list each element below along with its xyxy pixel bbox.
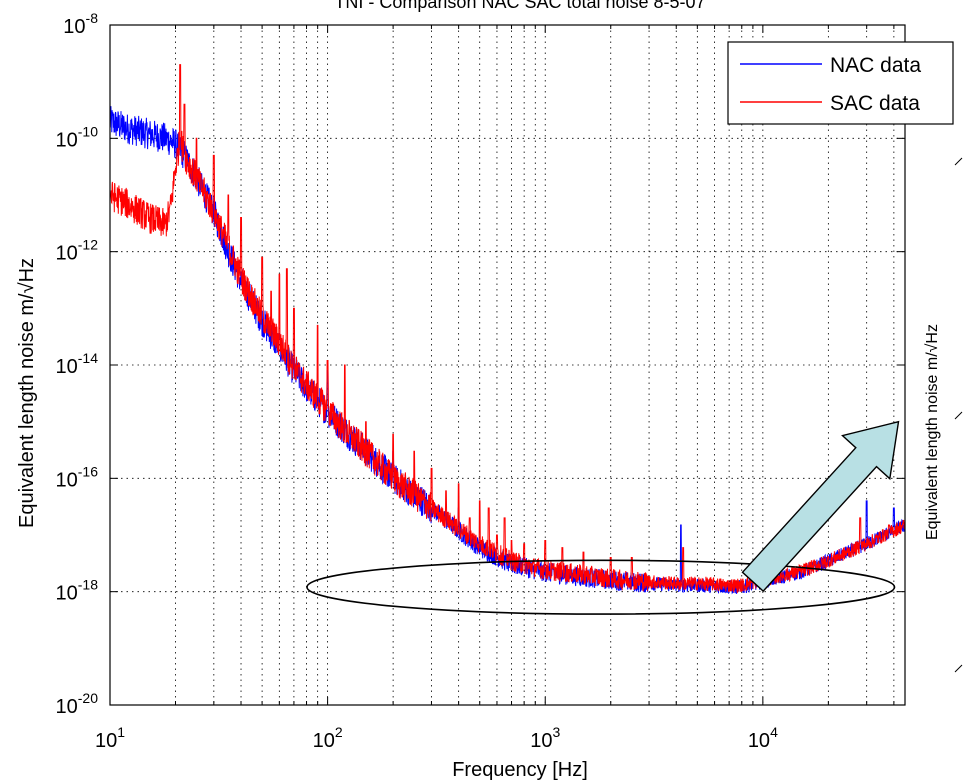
y-tick-labels: 10-20 10-18 10-16 10-14 10-12 10-10 10-8 xyxy=(56,10,99,718)
right-edge-fragments xyxy=(954,157,963,673)
highlight-ellipse xyxy=(306,559,896,615)
legend-label-sac: SAC data xyxy=(830,92,920,115)
legend: NAC data SAC data xyxy=(727,41,954,125)
legend-box xyxy=(727,41,954,125)
y-tick-label: 10-12 xyxy=(56,237,99,265)
x-tick-labels: 101 102 103 104 xyxy=(95,724,778,752)
y-tick-label: 10-10 xyxy=(56,123,99,151)
y-tick-label: 10-14 xyxy=(56,350,99,378)
y-tick-label: 10-20 xyxy=(56,690,99,718)
x-tick-label: 104 xyxy=(748,724,778,752)
y-axis-label-right: Equivalent length noise m/√Hz xyxy=(924,324,941,540)
x-axis-label: Frequency [Hz] xyxy=(452,759,588,781)
x-tick-label: 102 xyxy=(313,724,343,752)
y-tick-label: 10-8 xyxy=(63,10,98,38)
legend-label-nac: NAC data xyxy=(830,54,921,77)
tick-marks xyxy=(109,24,905,706)
chart-title: TNI - Comparison NAC SAC total noise 8-5… xyxy=(334,0,705,12)
x-tick-label: 103 xyxy=(530,724,560,752)
y-axis-label: Equivalent length noise m/√Hz xyxy=(16,258,38,528)
y-tick-label: 10-16 xyxy=(56,463,99,491)
annotation-layer xyxy=(306,420,900,615)
x-tick-label: 101 xyxy=(95,724,125,752)
highlight-arrow xyxy=(741,420,900,593)
y-tick-label: 10-18 xyxy=(56,577,99,605)
